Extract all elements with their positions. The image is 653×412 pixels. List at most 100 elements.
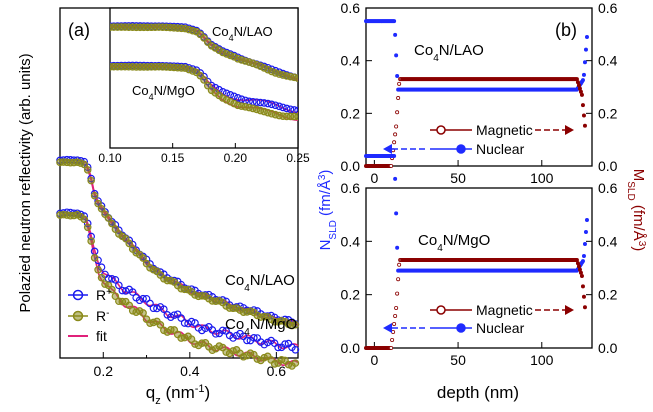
magnetic-point bbox=[395, 291, 400, 296]
data-point bbox=[187, 317, 196, 326]
legend-nuclear-label-2: Nuclear bbox=[476, 320, 525, 336]
legend-rplus-label: R+ bbox=[96, 287, 112, 304]
data-point bbox=[118, 286, 127, 295]
magnetic-point bbox=[576, 83, 581, 88]
inset-plot-group bbox=[110, 22, 298, 121]
legend-nuclear-label: Nuclear bbox=[476, 141, 525, 157]
panel-b-ytick-label-right: 0.6 bbox=[598, 180, 618, 196]
data-point bbox=[291, 359, 300, 367]
inset-data-point bbox=[264, 99, 272, 108]
panel-b-ytick-label-left: 0.4 bbox=[341, 53, 361, 69]
inset-data-point bbox=[267, 100, 276, 109]
nuclear-point bbox=[395, 245, 400, 250]
magnetic-point bbox=[389, 163, 394, 168]
nuclear-point bbox=[393, 32, 398, 37]
data-point bbox=[111, 275, 120, 284]
panel-b-legend-bottom: Magnetic Nuclear bbox=[430, 302, 533, 336]
panel-a-xlabel: qz (nm-1) bbox=[146, 383, 210, 407]
magnetic-arrow-head bbox=[565, 305, 574, 315]
legend-fit-label: fit bbox=[96, 328, 107, 344]
nuclear-point bbox=[394, 211, 399, 216]
panel-b-ytick-label-left: 0.0 bbox=[341, 340, 361, 356]
data-point bbox=[87, 176, 95, 185]
inset-data-point bbox=[260, 99, 268, 107]
data-point bbox=[139, 254, 147, 262]
magnetic-point bbox=[394, 305, 399, 310]
annotation-b-lao: Co4N/LAO bbox=[414, 42, 484, 64]
data-point bbox=[146, 299, 154, 308]
magnetic-point bbox=[577, 267, 582, 272]
data-point bbox=[291, 345, 300, 354]
magnetic-point bbox=[579, 92, 584, 97]
magnetic-point bbox=[393, 132, 398, 137]
magnetic-point bbox=[576, 264, 581, 269]
panel-b-ytick-label-right: 0.2 bbox=[598, 287, 618, 303]
panel-a-main-plot bbox=[56, 155, 300, 370]
magnetic-point bbox=[397, 262, 402, 267]
panel-b-ytick-label-right: 0.2 bbox=[598, 105, 618, 121]
inset-data-point bbox=[200, 76, 208, 84]
inset-data-point bbox=[282, 104, 291, 113]
panel-b-xtick-label: 50 bbox=[450, 352, 466, 368]
panel-b-ytick-label-left: 0.0 bbox=[341, 158, 361, 174]
magnetic-arrow-head bbox=[565, 125, 574, 135]
legend-rplus-marker bbox=[72, 289, 84, 301]
magnetic-point bbox=[395, 110, 400, 115]
data-point bbox=[83, 223, 92, 232]
panel-b-ytick-label-right: 0.0 bbox=[598, 340, 618, 356]
magnetic-point bbox=[580, 103, 585, 108]
data-point bbox=[291, 320, 300, 329]
legend-magnetic-marker bbox=[436, 125, 446, 135]
panel-b-xtick-label: 0 bbox=[370, 170, 378, 186]
data-point bbox=[83, 166, 92, 174]
data-point bbox=[115, 281, 123, 290]
annotation-b-mgo: Co4N/MgO bbox=[418, 232, 490, 254]
magnetic-point bbox=[575, 80, 580, 85]
data-point bbox=[104, 214, 113, 222]
magnetic-point bbox=[389, 345, 394, 350]
magnetic-point bbox=[397, 81, 402, 86]
inset-plot bbox=[110, 22, 298, 121]
data-point bbox=[111, 292, 120, 301]
inset-data-point bbox=[286, 105, 295, 114]
data-point bbox=[94, 199, 102, 208]
nuclear-point bbox=[582, 241, 587, 246]
magnetic-point bbox=[577, 86, 582, 91]
legend-magnetic-marker-2 bbox=[436, 305, 446, 315]
data-point bbox=[180, 319, 189, 327]
panel-b-ytick-label-right: 0.6 bbox=[598, 0, 618, 16]
data-point bbox=[250, 334, 258, 342]
panel-b-ylabel-left: NSLD (fm/Å3) bbox=[317, 170, 339, 251]
panel-b-ytick-label-left: 0.2 bbox=[341, 105, 361, 121]
nuclear-arrow-head bbox=[383, 144, 392, 154]
nuclear-point bbox=[392, 19, 397, 24]
panel-b-ylabel-right: MSLD (fm/Å3) bbox=[626, 169, 648, 252]
data-point bbox=[187, 335, 196, 343]
inset-xtick-label: 0.25 bbox=[286, 151, 310, 165]
magnetic-point bbox=[575, 261, 580, 266]
nuclear-point bbox=[582, 60, 587, 65]
magnetic-point bbox=[392, 140, 397, 145]
nuclear-point bbox=[394, 53, 399, 58]
nuclear-point bbox=[583, 47, 588, 52]
legend-rminus-label: R- bbox=[96, 308, 109, 325]
panel-b-ytick-label-left: 0.6 bbox=[341, 180, 361, 196]
panel-a-label: (a) bbox=[68, 20, 90, 40]
inset-data-point bbox=[294, 112, 298, 121]
panel-b-bottom-frame bbox=[365, 187, 593, 349]
data-point bbox=[80, 215, 89, 224]
data-point bbox=[121, 287, 130, 295]
panel-b-top-frame bbox=[365, 7, 593, 167]
panel-b-ticks: 0.0 0.0 0.2 0.2 0.4 0.4 0.6 0.6 0 50 100 0.0 0.0 0.2 0… bbox=[341, 0, 618, 368]
legend-magnetic-label: Magnetic bbox=[476, 122, 533, 138]
data-point bbox=[177, 314, 185, 322]
data-point bbox=[135, 296, 144, 305]
panel-b-xlabel: depth (nm) bbox=[437, 383, 519, 402]
panel-b: (b) Co4N/LAO Co4N/MgO 0.0 0.0 0.2 0.2 0.4 0.4… bbox=[317, 0, 648, 402]
nuclear-point bbox=[393, 176, 398, 181]
nuclear-point bbox=[395, 73, 400, 78]
panel-b-xtick-label: 0 bbox=[370, 352, 378, 368]
panel-b-ytick-label-right: 0.4 bbox=[598, 233, 618, 249]
nuclear-point bbox=[583, 229, 588, 234]
